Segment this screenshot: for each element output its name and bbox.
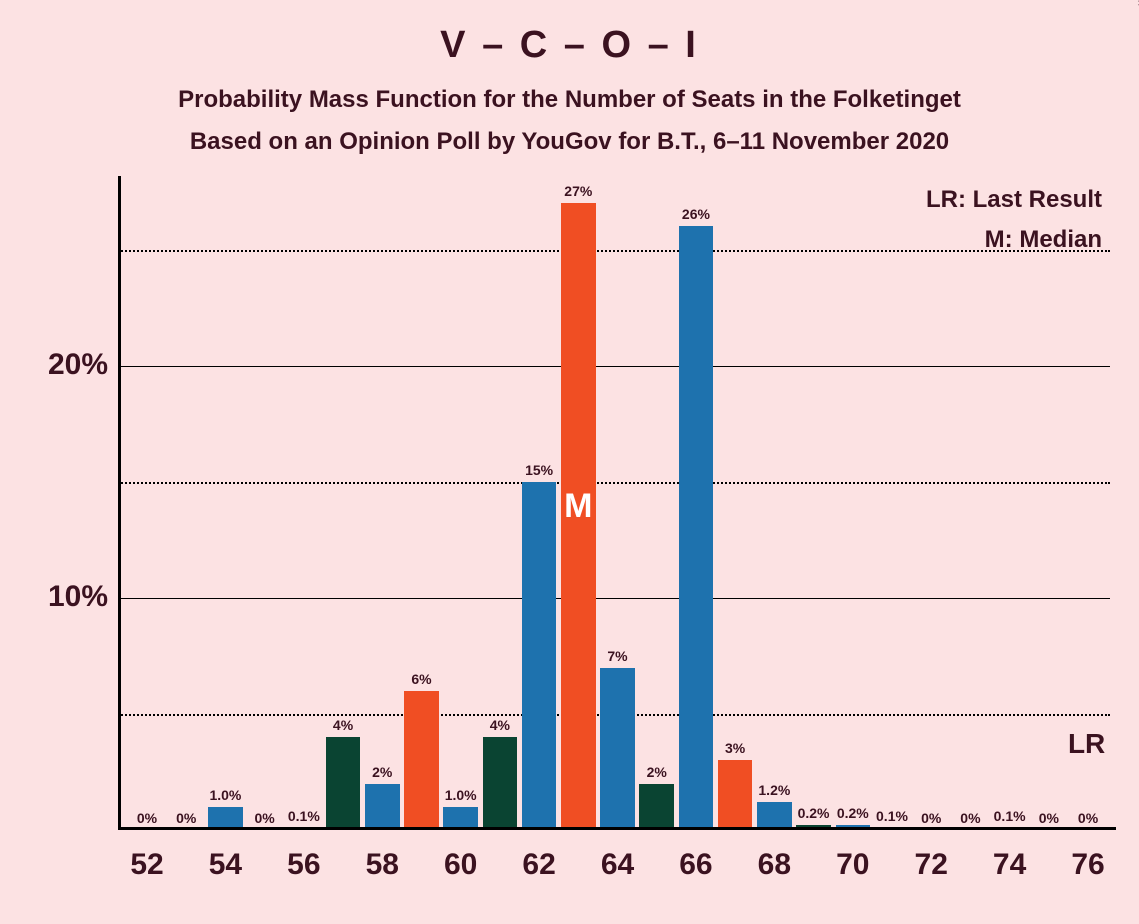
bar <box>404 691 439 827</box>
grid-minor <box>118 482 1110 484</box>
bar <box>600 668 635 828</box>
bar-value-label: 0% <box>1028 810 1071 826</box>
bar <box>679 226 714 827</box>
x-tick-label: 54 <box>195 848 255 882</box>
x-tick-label: 58 <box>352 848 412 882</box>
bar-value-label: 3% <box>714 740 757 756</box>
bar <box>483 737 518 827</box>
bar-value-label: 1.2% <box>753 782 796 798</box>
bar-value-label: 0.2% <box>832 805 875 821</box>
x-tick-label: 70 <box>823 848 883 882</box>
bar <box>443 807 478 827</box>
bar-value-label: 27% <box>557 183 600 199</box>
y-tick-label: 20% <box>18 348 108 382</box>
bar-value-label: 4% <box>322 717 365 733</box>
last-result-marker: LR <box>1045 728 1105 760</box>
bar-value-label: 0% <box>126 810 169 826</box>
bar <box>208 807 243 827</box>
y-axis <box>118 176 121 830</box>
bar-value-label: 7% <box>596 648 639 664</box>
bar-value-label: 26% <box>675 206 718 222</box>
bar <box>639 784 674 827</box>
bar-value-label: 0.1% <box>871 808 914 824</box>
grid-major <box>118 366 1110 367</box>
bar-value-label: 0% <box>243 810 286 826</box>
bar <box>326 737 361 827</box>
bar-value-label: 0.1% <box>283 808 326 824</box>
copyright-text: © 2020 Filip van Laenen <box>1135 0 1139 6</box>
y-tick-label: 10% <box>18 580 108 614</box>
bar-value-label: 2% <box>361 764 404 780</box>
x-tick-label: 74 <box>980 848 1040 882</box>
x-tick-label: 68 <box>744 848 804 882</box>
legend-line: LR: Last Result <box>926 186 1102 214</box>
grid-major <box>118 598 1110 599</box>
bar-value-label: 0% <box>949 810 992 826</box>
x-tick-label: 66 <box>666 848 726 882</box>
plot-area: 10%20%525456586062646668707274760%0%1.0%… <box>118 180 1110 830</box>
bar-value-label: 1.0% <box>204 787 247 803</box>
bar-value-label: 1.0% <box>439 787 482 803</box>
bar-value-label: 2% <box>635 764 678 780</box>
x-tick-label: 64 <box>588 848 648 882</box>
x-tick-label: 60 <box>431 848 491 882</box>
bar <box>836 825 871 827</box>
bar <box>718 760 753 827</box>
bar <box>522 482 557 827</box>
x-tick-label: 72 <box>901 848 961 882</box>
x-tick-label: 56 <box>274 848 334 882</box>
bar <box>757 802 792 827</box>
bar-value-label: 4% <box>479 717 522 733</box>
bar-value-label: 0% <box>1067 810 1110 826</box>
x-tick-label: 62 <box>509 848 569 882</box>
x-tick-label: 76 <box>1058 848 1118 882</box>
bar <box>365 784 400 827</box>
bar-value-label: 0% <box>165 810 208 826</box>
bar <box>796 825 831 827</box>
median-marker: M <box>561 487 596 526</box>
bar-value-label: 15% <box>518 462 561 478</box>
chart-subtitle-2: Based on an Opinion Poll by YouGov for B… <box>0 128 1139 156</box>
legend-line: M: Median <box>985 226 1102 254</box>
grid-minor <box>118 250 1110 252</box>
bar-value-label: 0% <box>910 810 953 826</box>
chart-subtitle-1: Probability Mass Function for the Number… <box>0 86 1139 114</box>
chart-stage: V – C – O – I Probability Mass Function … <box>0 0 1139 924</box>
x-tick-label: 52 <box>117 848 177 882</box>
bar-value-label: 6% <box>400 671 443 687</box>
bar-value-label: 0.1% <box>988 808 1031 824</box>
bar-value-label: 0.2% <box>792 805 835 821</box>
x-axis <box>118 827 1116 830</box>
chart-title: V – C – O – I <box>0 24 1139 67</box>
